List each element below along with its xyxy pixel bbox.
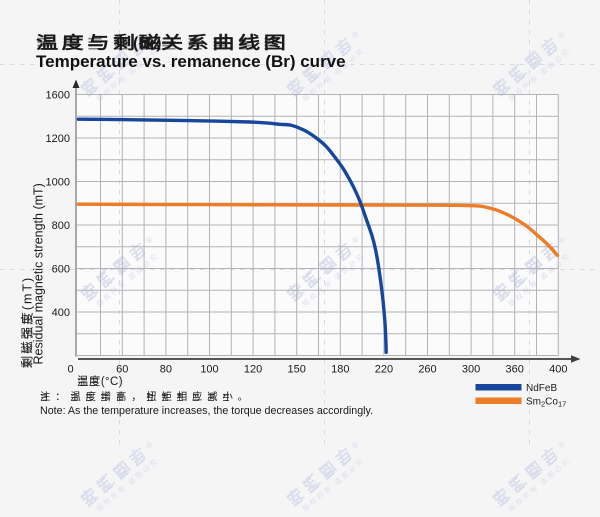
svg-text:1000: 1000 — [46, 176, 70, 188]
svg-text:600: 600 — [52, 263, 70, 275]
svg-text:300: 300 — [462, 364, 480, 376]
svg-text:1600: 1600 — [46, 89, 70, 101]
svg-text:220: 220 — [375, 364, 393, 376]
svg-text:80: 80 — [160, 364, 172, 376]
svg-text:60: 60 — [116, 364, 128, 376]
svg-text:400: 400 — [52, 307, 70, 319]
svg-text:120: 120 — [244, 364, 262, 376]
svg-text:360: 360 — [506, 364, 524, 376]
svg-text:NdFeB: NdFeB — [526, 383, 557, 394]
svg-text:Sm2Co17: Sm2Co17 — [526, 396, 566, 408]
svg-text:1200: 1200 — [46, 133, 70, 145]
svg-text:Residual magnetic strength (mT: Residual magnetic strength (mT) — [32, 183, 46, 364]
svg-text:800: 800 — [52, 220, 70, 232]
svg-text:180: 180 — [331, 364, 349, 376]
svg-text:100: 100 — [200, 364, 218, 376]
svg-text:400: 400 — [549, 364, 567, 376]
svg-text:150: 150 — [288, 364, 306, 376]
svg-text:260: 260 — [418, 364, 436, 376]
svg-text:0: 0 — [67, 364, 73, 376]
